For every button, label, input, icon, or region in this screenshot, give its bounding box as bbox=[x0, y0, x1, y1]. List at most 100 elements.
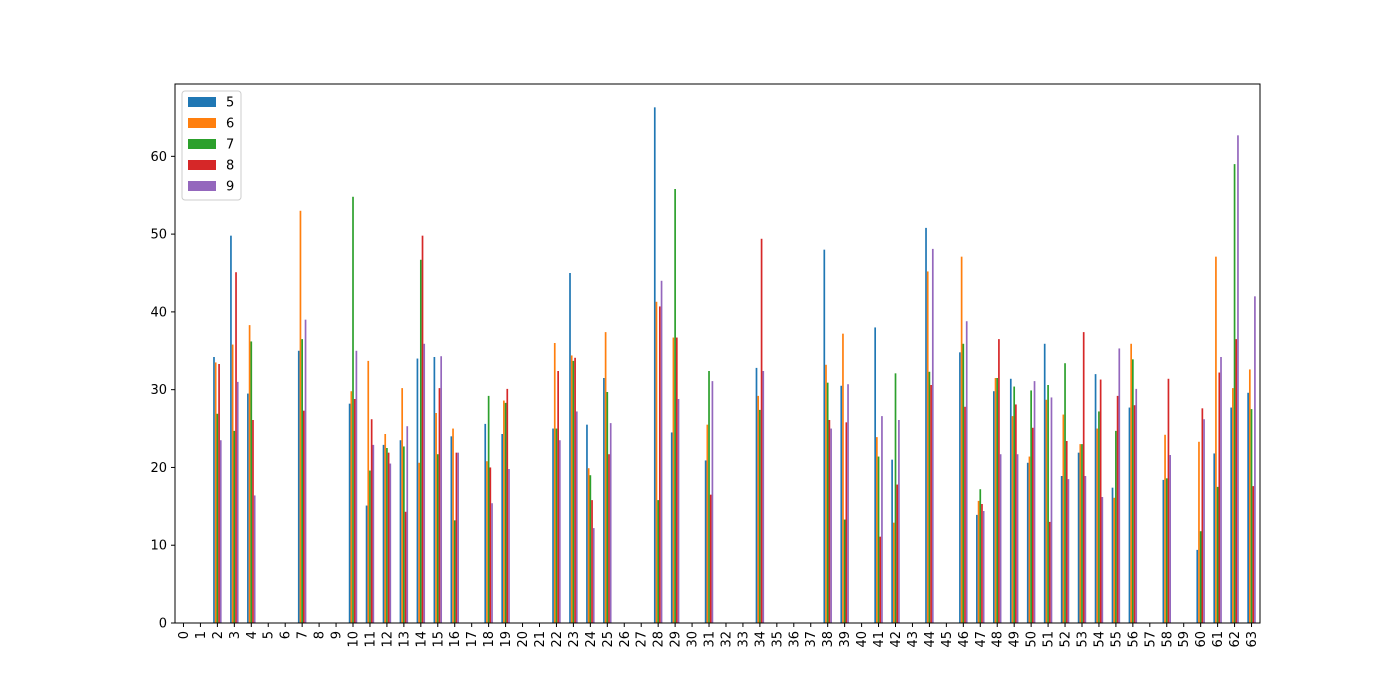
y-tick-label: 10 bbox=[150, 539, 167, 554]
legend-label-5: 5 bbox=[226, 96, 234, 111]
legend: 5 6 7 8 9 bbox=[181, 90, 242, 201]
bar-series-5-cat-55 bbox=[1111, 487, 1114, 623]
bar-series-5-cat-15 bbox=[433, 357, 436, 623]
bar-series-9-cat-16 bbox=[457, 452, 459, 623]
x-tick-label: 32 bbox=[719, 631, 734, 648]
x-tick-label: 63 bbox=[1245, 631, 1260, 648]
bar-series-7-cat-24 bbox=[589, 475, 592, 623]
bar-series-8-cat-4 bbox=[252, 420, 254, 623]
bar-series-5-cat-2 bbox=[213, 357, 215, 623]
bar-series-9-cat-25 bbox=[609, 423, 612, 623]
bar-series-9-cat-54 bbox=[1101, 497, 1104, 623]
bar-series-6-cat-53 bbox=[1079, 444, 1082, 623]
bar-series-6-cat-48 bbox=[994, 378, 997, 623]
x-tick-label: 21 bbox=[533, 631, 548, 648]
bar-series-6-cat-55 bbox=[1113, 497, 1116, 623]
bar-series-5-cat-63 bbox=[1247, 392, 1249, 623]
bar-series-8-cat-31 bbox=[709, 494, 712, 623]
x-tick-label: 37 bbox=[804, 631, 819, 648]
bar-series-9-cat-7 bbox=[304, 319, 307, 623]
bar-series-8-cat-3 bbox=[235, 272, 237, 623]
bar-series-7-cat-53 bbox=[1081, 444, 1083, 623]
x-tick-label: 11 bbox=[363, 631, 378, 648]
bar-series-7-cat-10 bbox=[352, 196, 354, 623]
legend-swatch-9 bbox=[188, 181, 216, 191]
x-tick-label: 54 bbox=[1092, 631, 1107, 648]
bar-series-6-cat-18 bbox=[486, 461, 488, 623]
x-tick-label: 9 bbox=[330, 631, 345, 639]
x-tick-label: 55 bbox=[1109, 631, 1124, 648]
bar-series-5-cat-31 bbox=[704, 460, 707, 623]
bar-series-8-cat-14 bbox=[421, 235, 424, 623]
bar-series-5-cat-38 bbox=[823, 249, 826, 623]
x-tick-label: 34 bbox=[753, 631, 768, 648]
bar-series-5-cat-52 bbox=[1060, 476, 1063, 623]
bar-series-5-cat-10 bbox=[348, 403, 351, 623]
bar-series-9-cat-51 bbox=[1050, 397, 1053, 623]
x-tick-label: 45 bbox=[940, 631, 955, 648]
bar-series-5-cat-44 bbox=[925, 227, 927, 623]
legend-swatch-7 bbox=[188, 139, 216, 149]
legend-label-8: 8 bbox=[226, 159, 234, 174]
bar-series-9-cat-4 bbox=[253, 495, 256, 623]
y-axis: 0 10 20 30 40 50 60 bbox=[150, 150, 175, 632]
bar-series-9-cat-47 bbox=[982, 511, 985, 623]
bar-series-9-cat-62 bbox=[1237, 135, 1239, 624]
x-tick-label: 6 bbox=[279, 631, 294, 639]
bar-series-7-cat-31 bbox=[708, 371, 710, 623]
x-tick-label: 57 bbox=[1143, 631, 1158, 648]
bar-series-7-cat-14 bbox=[419, 259, 422, 623]
bar-series-6-cat-54 bbox=[1096, 428, 1099, 623]
bar-series-7-cat-58 bbox=[1165, 478, 1168, 623]
bar-series-5-cat-11 bbox=[365, 505, 368, 623]
x-tick-label: 3 bbox=[228, 631, 243, 639]
bar-series-9-cat-24 bbox=[592, 528, 595, 623]
bar-series-8-cat-58 bbox=[1167, 378, 1170, 623]
bar-series-6-cat-49 bbox=[1011, 416, 1014, 623]
bar-series-9-cat-55 bbox=[1118, 348, 1121, 623]
bar-series-8-cat-48 bbox=[998, 339, 1000, 623]
bar-series-7-cat-60 bbox=[1199, 531, 1202, 623]
bar-series-8-cat-55 bbox=[1116, 395, 1119, 623]
bar-series-7-cat-15 bbox=[436, 454, 439, 623]
bar-series-8-cat-2 bbox=[218, 364, 220, 623]
x-tick-label: 26 bbox=[618, 631, 633, 648]
bar-series-9-cat-31 bbox=[711, 381, 714, 623]
x-tick-label: 49 bbox=[1008, 631, 1023, 648]
bar-series-5-cat-50 bbox=[1026, 462, 1029, 623]
bar-series-7-cat-62 bbox=[1233, 164, 1236, 623]
x-tick-label: 16 bbox=[448, 631, 463, 648]
x-axis: 0 1 2 3 4 5 6 7 8 9 10 11 12 13 14 15 16 17 18 19 20 21 22 23 24… bbox=[177, 623, 1260, 648]
bar-series-6-cat-28 bbox=[655, 301, 658, 623]
bar-series-6-cat-22 bbox=[553, 343, 556, 623]
bar-series-7-cat-44 bbox=[928, 371, 931, 623]
bar-series-6-cat-50 bbox=[1028, 456, 1031, 623]
x-tick-label: 15 bbox=[431, 631, 446, 648]
bar-series-6-cat-58 bbox=[1164, 434, 1166, 623]
x-tick-label: 36 bbox=[787, 631, 802, 648]
bar-series-6-cat-14 bbox=[418, 462, 420, 623]
bar-series-6-cat-29 bbox=[672, 337, 675, 623]
legend-swatch-5 bbox=[188, 97, 216, 107]
bar-series-9-cat-34 bbox=[762, 371, 765, 623]
bar-series-7-cat-56 bbox=[1132, 359, 1134, 623]
bar-series-7-cat-3 bbox=[233, 430, 236, 623]
y-tick-label: 20 bbox=[150, 461, 167, 476]
y-tick-label: 30 bbox=[150, 383, 167, 398]
bar-series-8-cat-15 bbox=[438, 388, 441, 623]
y-tick-label: 50 bbox=[150, 228, 167, 243]
bars-layer bbox=[213, 107, 1256, 624]
bar-series-8-cat-22 bbox=[557, 371, 559, 623]
x-tick-label: 18 bbox=[482, 631, 497, 648]
bar-series-8-cat-63 bbox=[1252, 486, 1255, 623]
bar-series-9-cat-19 bbox=[508, 469, 510, 623]
bar-series-6-cat-60 bbox=[1198, 441, 1200, 623]
bar-series-5-cat-25 bbox=[603, 378, 605, 623]
x-tick-label: 60 bbox=[1194, 631, 1209, 648]
bar-series-9-cat-29 bbox=[677, 399, 680, 623]
bar-series-8-cat-23 bbox=[574, 357, 576, 623]
bar-series-7-cat-28 bbox=[657, 500, 660, 623]
bar-series-7-cat-2 bbox=[216, 413, 219, 623]
x-tick-label: 17 bbox=[465, 631, 480, 648]
x-tick-label: 2 bbox=[211, 631, 226, 639]
